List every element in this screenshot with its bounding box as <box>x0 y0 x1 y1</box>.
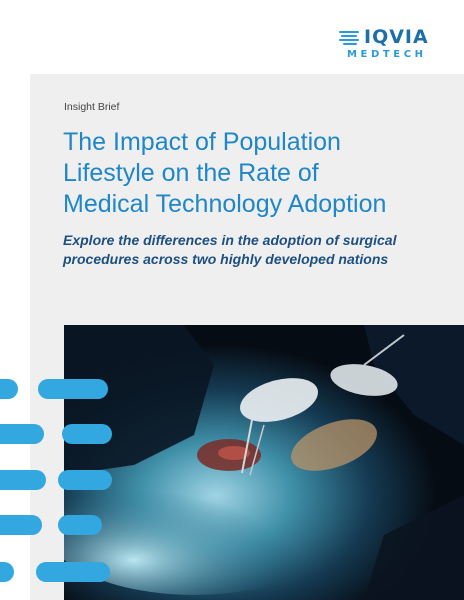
decorative-pill <box>0 470 46 490</box>
title-line: Lifestyle on the Rate of <box>63 159 319 187</box>
decorative-pill <box>38 379 108 399</box>
decorative-pill <box>0 515 42 535</box>
document-type: Insight Brief <box>64 101 120 113</box>
decorative-pill <box>58 470 112 490</box>
decorative-pill <box>36 562 110 582</box>
surgery-illustration <box>64 325 464 600</box>
decorative-pill <box>0 424 44 444</box>
subtitle-line: Explore the differences in the adoption … <box>63 232 397 248</box>
decorative-pill <box>62 424 112 444</box>
striped-bars-icon <box>339 31 361 47</box>
surgery-photo <box>64 325 464 600</box>
decorative-pill <box>0 562 14 582</box>
title-line: Medical Technology Adoption <box>63 190 387 218</box>
logo-subname: MEDTECH <box>347 49 427 60</box>
iqvia-medtech-logo: IQVIA MEDTECH <box>339 26 439 62</box>
document-subtitle: Explore the differences in the adoption … <box>63 231 433 269</box>
logo-wordmark: IQVIA <box>364 26 429 48</box>
title-line: The Impact of Population <box>63 128 341 156</box>
subtitle-line: procedures across two highly developed n… <box>63 251 389 267</box>
decorative-pill <box>58 515 102 535</box>
document-title: The Impact of Population Lifestyle on th… <box>63 127 455 220</box>
decorative-pill <box>0 379 18 399</box>
